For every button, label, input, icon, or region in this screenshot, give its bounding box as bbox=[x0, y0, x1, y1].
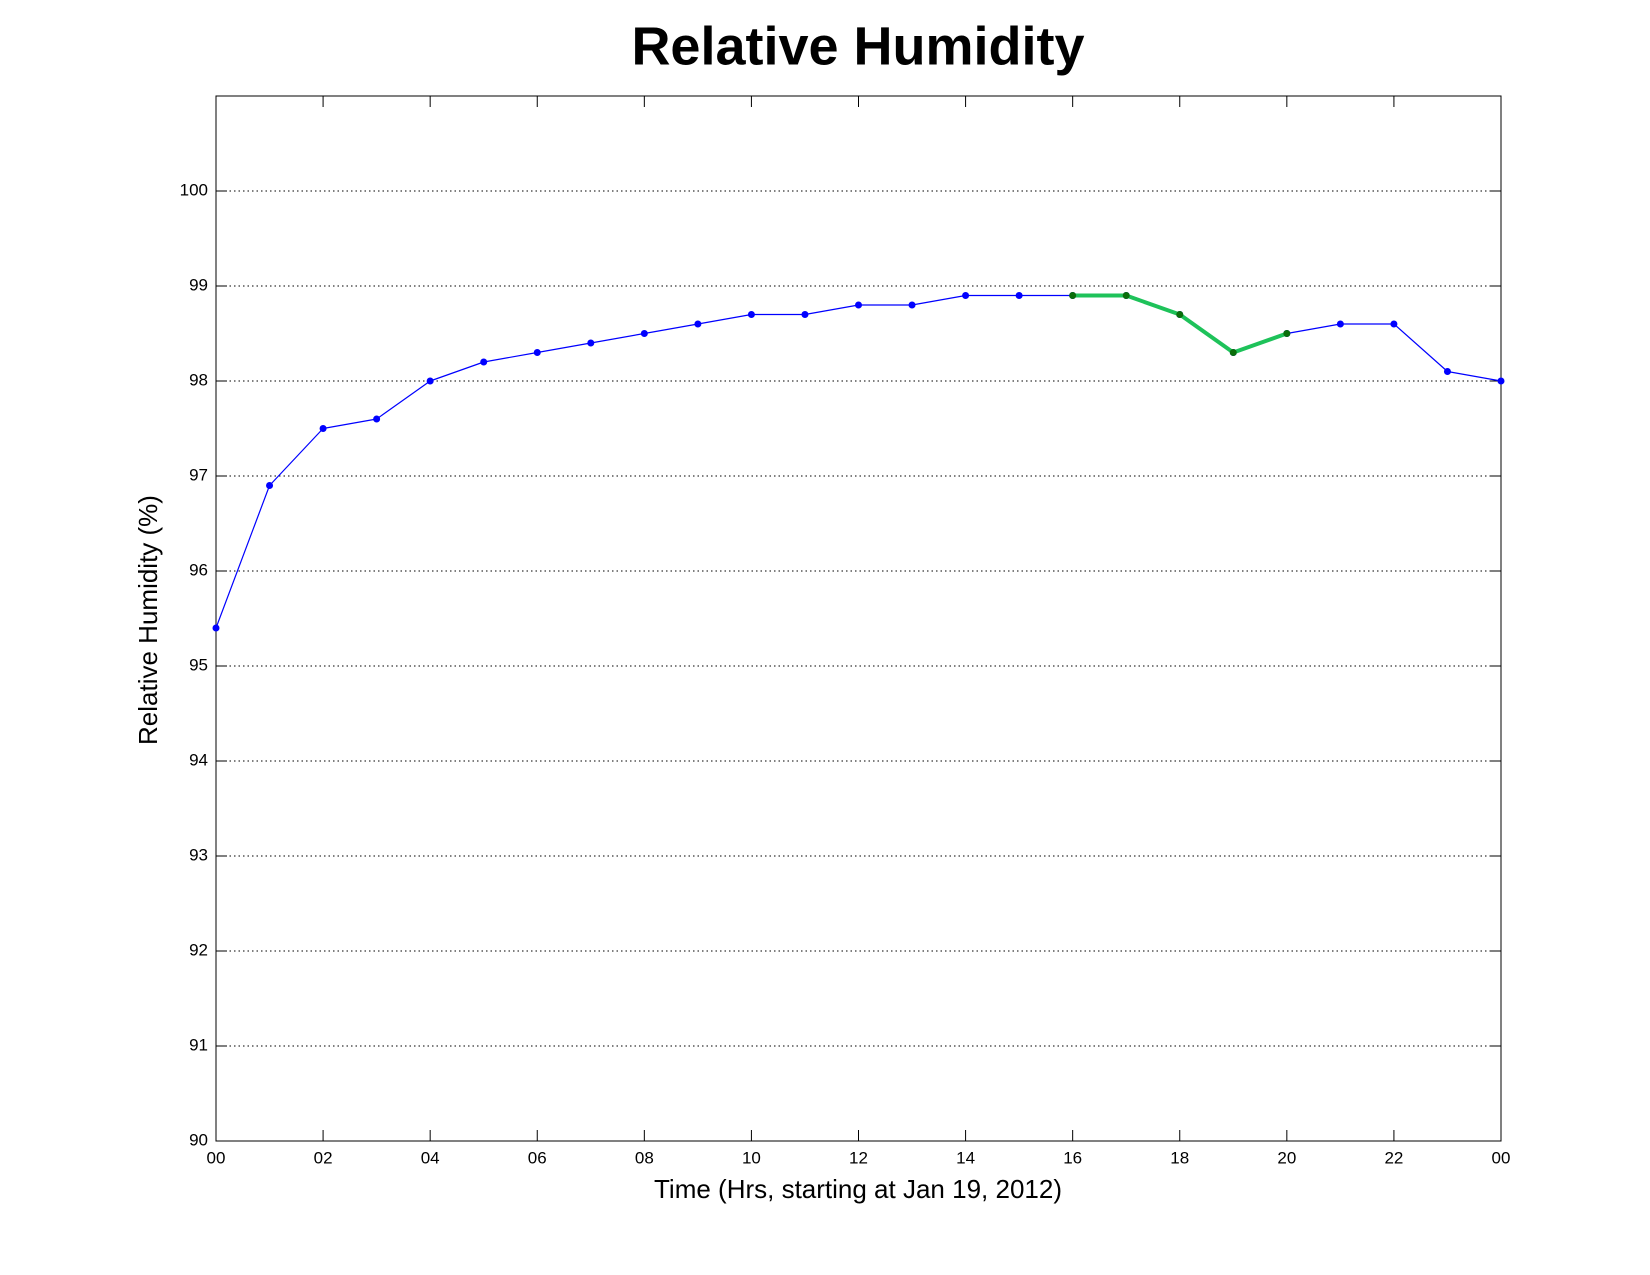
data-point bbox=[1069, 292, 1077, 299]
y-tick-label: 97 bbox=[189, 465, 208, 484]
data-point bbox=[480, 358, 488, 366]
data-point bbox=[1283, 330, 1291, 337]
data-point bbox=[1497, 377, 1505, 385]
data-point bbox=[747, 311, 755, 318]
x-tick-label: 22 bbox=[1384, 1148, 1403, 1167]
data-point bbox=[1336, 320, 1344, 328]
x-tick-label: 14 bbox=[956, 1148, 975, 1167]
data-point bbox=[908, 301, 916, 309]
data-point bbox=[640, 330, 648, 337]
x-tick-label: 06 bbox=[528, 1148, 547, 1167]
data-point bbox=[319, 425, 327, 432]
x-tick-label: 08 bbox=[635, 1148, 654, 1167]
x-tick-label: 00 bbox=[207, 1148, 226, 1167]
y-axis-label: Relative Humidity (%) bbox=[133, 495, 163, 745]
chart-title: Relative Humidity bbox=[631, 16, 1084, 76]
data-point bbox=[1176, 311, 1184, 318]
y-tick-label: 92 bbox=[189, 940, 208, 959]
y-tick-label: 94 bbox=[189, 750, 208, 769]
data-point bbox=[587, 339, 595, 347]
x-tick-label: 16 bbox=[1063, 1148, 1082, 1167]
data-point bbox=[212, 624, 220, 632]
data-point bbox=[694, 320, 702, 328]
x-axis-label: Time (Hrs, starting at Jan 19, 2012) bbox=[654, 1174, 1062, 1204]
data-point bbox=[801, 311, 809, 318]
y-tick-label: 95 bbox=[189, 655, 208, 674]
y-tick-label: 100 bbox=[180, 180, 208, 199]
y-tick-label: 96 bbox=[189, 560, 208, 579]
y-tick-label: 91 bbox=[189, 1035, 208, 1054]
y-tick-label: 99 bbox=[189, 275, 208, 294]
x-tick-label: 18 bbox=[1170, 1148, 1189, 1167]
data-point bbox=[1443, 368, 1451, 375]
x-tick-label: 04 bbox=[421, 1148, 440, 1167]
y-tick-label: 90 bbox=[189, 1130, 208, 1149]
data-point bbox=[1122, 292, 1130, 299]
plot-frame bbox=[215, 95, 1502, 1142]
x-tick-label: 20 bbox=[1277, 1148, 1296, 1167]
x-tick-label: 10 bbox=[742, 1148, 761, 1167]
data-point bbox=[373, 415, 381, 423]
x-tick-label: 02 bbox=[314, 1148, 333, 1167]
x-tick-label: 00 bbox=[1492, 1148, 1511, 1167]
y-tick-label: 93 bbox=[189, 845, 208, 864]
x-tick-label: 12 bbox=[849, 1148, 868, 1167]
data-point bbox=[1390, 320, 1398, 328]
y-tick-label: 98 bbox=[189, 370, 208, 389]
data-point bbox=[1015, 292, 1023, 299]
data-point bbox=[533, 349, 541, 356]
data-point bbox=[426, 377, 434, 385]
data-point bbox=[962, 292, 970, 299]
data-point bbox=[1229, 349, 1237, 356]
data-point bbox=[855, 301, 862, 309]
data-point bbox=[266, 482, 274, 489]
